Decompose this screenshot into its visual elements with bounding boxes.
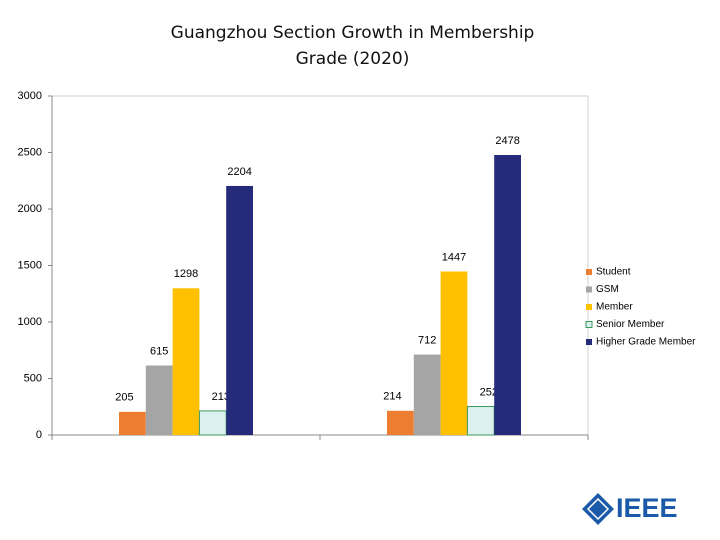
data-label: 214 bbox=[383, 391, 401, 403]
chart-title: Guangzhou Section Growth in Membership G… bbox=[170, 23, 535, 69]
bar bbox=[440, 271, 468, 435]
data-label: 712 bbox=[418, 334, 436, 346]
data-label: 2204 bbox=[227, 166, 251, 178]
data-label: 252 bbox=[480, 386, 498, 398]
y-tick-label: 500 bbox=[24, 372, 42, 384]
y-tick-label: 2000 bbox=[18, 203, 42, 215]
y-tick-label: 3000 bbox=[18, 90, 42, 102]
logo-text: IEEE bbox=[616, 493, 678, 523]
bar bbox=[494, 154, 521, 435]
legend-marker bbox=[586, 286, 592, 293]
legend-label: Higher Grade Member bbox=[596, 337, 696, 348]
legend-label: GSM bbox=[596, 284, 619, 295]
y-tick-label: 0 bbox=[36, 429, 42, 441]
data-label: 1447 bbox=[442, 251, 466, 263]
bar bbox=[198, 410, 227, 436]
bar bbox=[466, 406, 495, 436]
y-tick-label: 1500 bbox=[18, 259, 42, 271]
bar bbox=[226, 185, 253, 435]
data-label: 213 bbox=[212, 391, 230, 403]
legend-label: Member bbox=[596, 302, 633, 313]
legend-marker bbox=[586, 269, 592, 275]
ieee-logo: IEEE bbox=[582, 493, 678, 525]
legend-label: Student bbox=[596, 267, 631, 278]
legend-marker bbox=[586, 304, 592, 310]
data-label: 205 bbox=[115, 392, 133, 404]
bar bbox=[119, 411, 146, 435]
y-tick-label: 1000 bbox=[18, 316, 42, 328]
data-label: 615 bbox=[150, 345, 168, 357]
y-tick-label: 2500 bbox=[18, 146, 42, 158]
data-label: 2478 bbox=[495, 135, 519, 147]
bar bbox=[172, 288, 200, 435]
legend-label: Senior Member bbox=[596, 319, 665, 330]
bar bbox=[145, 365, 173, 435]
legend-marker bbox=[586, 339, 592, 345]
data-label: 1298 bbox=[174, 268, 198, 280]
bar bbox=[413, 354, 441, 435]
bar bbox=[387, 410, 414, 435]
legend-marker bbox=[585, 321, 593, 328]
